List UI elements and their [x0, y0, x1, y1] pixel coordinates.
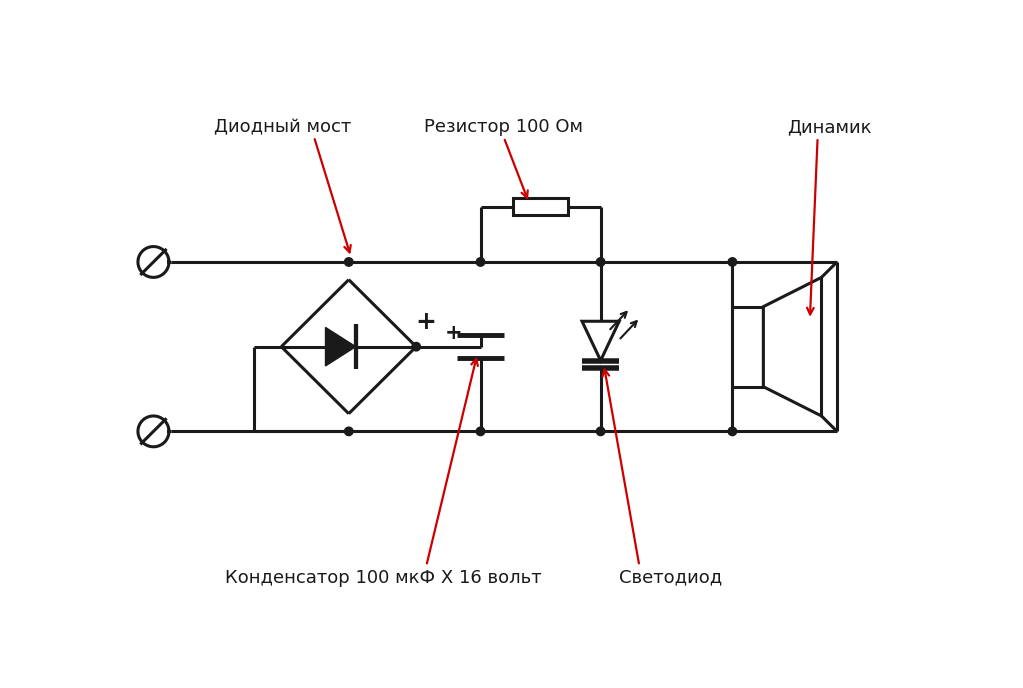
Circle shape — [596, 258, 605, 266]
Circle shape — [412, 343, 420, 351]
Circle shape — [345, 427, 353, 436]
Text: Диодный мост: Диодный мост — [214, 118, 352, 136]
Text: +: + — [415, 310, 436, 334]
Bar — [732, 307, 763, 387]
Circle shape — [345, 258, 353, 266]
Circle shape — [477, 427, 485, 436]
Circle shape — [728, 427, 737, 436]
Text: Конденсатор 100 мкФ Х 16 вольт: Конденсатор 100 мкФ Х 16 вольт — [225, 569, 542, 587]
Text: +: + — [445, 323, 462, 343]
Polygon shape — [325, 327, 356, 366]
Text: Резистор 100 Ом: Резистор 100 Ом — [425, 118, 583, 136]
Polygon shape — [763, 277, 821, 416]
Text: Динамик: Динамик — [787, 118, 872, 136]
Polygon shape — [582, 321, 619, 361]
Circle shape — [728, 258, 737, 266]
Bar — [514, 198, 568, 215]
Circle shape — [596, 427, 605, 436]
Text: Светодиод: Светодиод — [619, 569, 722, 587]
Circle shape — [477, 258, 485, 266]
